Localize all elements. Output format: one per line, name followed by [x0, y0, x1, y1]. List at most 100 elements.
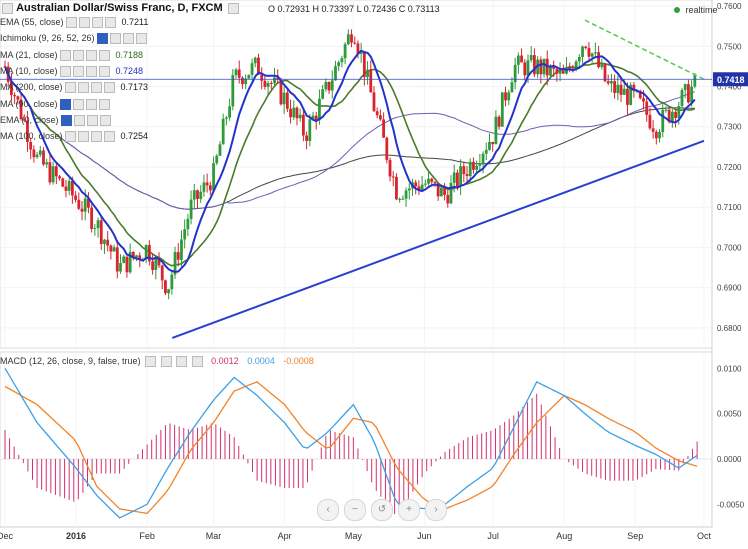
gear-icon[interactable]	[72, 66, 84, 78]
candle-body	[622, 88, 626, 95]
collapse-toggle-icon[interactable]	[2, 2, 13, 14]
arrow-right-icon[interactable]: ›	[425, 499, 447, 521]
time-tick-label: Sep	[627, 531, 643, 541]
close-icon[interactable]	[135, 33, 147, 45]
candle-body	[533, 55, 536, 75]
gear-icon[interactable]	[77, 82, 89, 94]
plus-icon[interactable]	[85, 49, 97, 61]
eye-icon[interactable]	[59, 98, 71, 110]
eye-icon[interactable]	[59, 49, 71, 61]
candle-body	[417, 186, 421, 191]
candle-body	[234, 69, 238, 76]
candle-body	[83, 198, 87, 212]
macd-tick-label: -0.0050	[717, 500, 745, 509]
price-tick-label: 0.7500	[717, 42, 742, 51]
eye-icon[interactable]	[65, 17, 77, 29]
close-icon[interactable]	[99, 114, 111, 126]
candle-body	[106, 239, 110, 246]
indicator-label: MA (200, close)	[0, 82, 63, 93]
plus-icon[interactable]	[85, 98, 97, 110]
close-icon[interactable]	[98, 66, 110, 78]
gear-icon[interactable]	[73, 114, 85, 126]
macd-legend: MACD (12, 26, close, 9, false, true) 0.0…	[0, 356, 314, 368]
candle-body	[96, 220, 100, 229]
candle-body	[176, 252, 180, 260]
indicator-value: 0.7254	[120, 131, 149, 142]
close-icon[interactable]	[103, 131, 115, 143]
eye-icon[interactable]	[64, 82, 76, 94]
close-icon[interactable]	[98, 49, 110, 61]
eye-icon[interactable]	[59, 66, 71, 78]
candle-body	[45, 162, 49, 165]
macd-panel[interactable]	[0, 351, 713, 528]
time-tick-label: Feb	[139, 531, 155, 541]
candle-body	[603, 64, 607, 82]
time-tick-label: Oct	[697, 531, 712, 541]
gear-icon[interactable]	[109, 33, 121, 45]
candle-body	[337, 62, 341, 67]
gear-icon[interactable]	[77, 131, 89, 143]
indicator-label: MA (90, close)	[0, 98, 58, 109]
gear-icon[interactable]	[72, 98, 84, 110]
eye-icon[interactable]	[60, 114, 72, 126]
candle-body	[189, 199, 193, 219]
candle-body	[661, 109, 665, 133]
arrow-left-icon[interactable]: ‹	[317, 499, 339, 521]
candle-body	[481, 153, 485, 164]
plus-icon[interactable]	[90, 131, 102, 143]
support-trendline[interactable]	[171, 139, 705, 339]
candle-body	[305, 135, 309, 141]
candle-body	[507, 92, 511, 101]
candle-body	[645, 101, 649, 115]
candle-body	[446, 194, 450, 204]
plus-icon[interactable]	[90, 82, 102, 94]
candle-body	[215, 155, 219, 164]
candle-body	[87, 198, 90, 208]
close-icon[interactable]	[98, 98, 110, 110]
candle-body	[401, 198, 405, 200]
eye-icon[interactable]	[145, 356, 157, 368]
close-icon[interactable]	[191, 356, 203, 368]
realtime-dot-icon	[674, 7, 680, 13]
indicator-legend-row: EMA (0, close)	[0, 115, 111, 126]
zoom-out-icon[interactable]: −	[344, 499, 366, 521]
gear-icon[interactable]	[78, 17, 90, 29]
plus-icon[interactable]	[91, 17, 103, 29]
indicator-legend-row: MA (21, close) 0.7188	[0, 50, 143, 61]
chart-nav-buttons: ‹ − ↺ + ›	[317, 499, 452, 521]
candle-body	[241, 77, 244, 85]
candle-body	[488, 141, 491, 150]
resistance-trendline[interactable]	[584, 19, 705, 80]
candle-body	[99, 220, 103, 245]
close-icon[interactable]	[103, 82, 115, 94]
indicator-value: 0.7248	[115, 65, 144, 76]
plus-icon[interactable]	[86, 114, 98, 126]
candle-body	[693, 74, 697, 87]
reset-icon[interactable]: ↺	[371, 499, 393, 521]
candle-body	[577, 56, 581, 62]
candle-body	[128, 251, 132, 273]
close-icon[interactable]	[104, 17, 116, 29]
plus-icon[interactable]	[122, 33, 134, 45]
price-tick-label: 0.7600	[717, 2, 742, 11]
gear-icon[interactable]	[72, 49, 84, 61]
settings-toggle-icon[interactable]	[227, 2, 239, 14]
indicator-label: MA (10, close)	[0, 65, 58, 76]
indicator-label: Ichimoku (9, 26, 52, 26)	[0, 33, 95, 44]
candle-body	[228, 106, 231, 118]
candle-body	[289, 108, 292, 118]
plus-icon[interactable]	[176, 356, 188, 368]
eye-icon[interactable]	[96, 33, 108, 45]
candle-body	[93, 228, 97, 230]
candle-body	[170, 274, 174, 290]
candle-body	[19, 99, 23, 120]
plus-icon[interactable]	[85, 66, 97, 78]
eye-icon[interactable]	[64, 131, 76, 143]
candle-body	[314, 115, 318, 121]
gear-icon[interactable]	[160, 356, 172, 368]
zoom-in-icon[interactable]: +	[398, 499, 420, 521]
candle-body	[629, 84, 633, 105]
candle-body	[626, 88, 629, 105]
